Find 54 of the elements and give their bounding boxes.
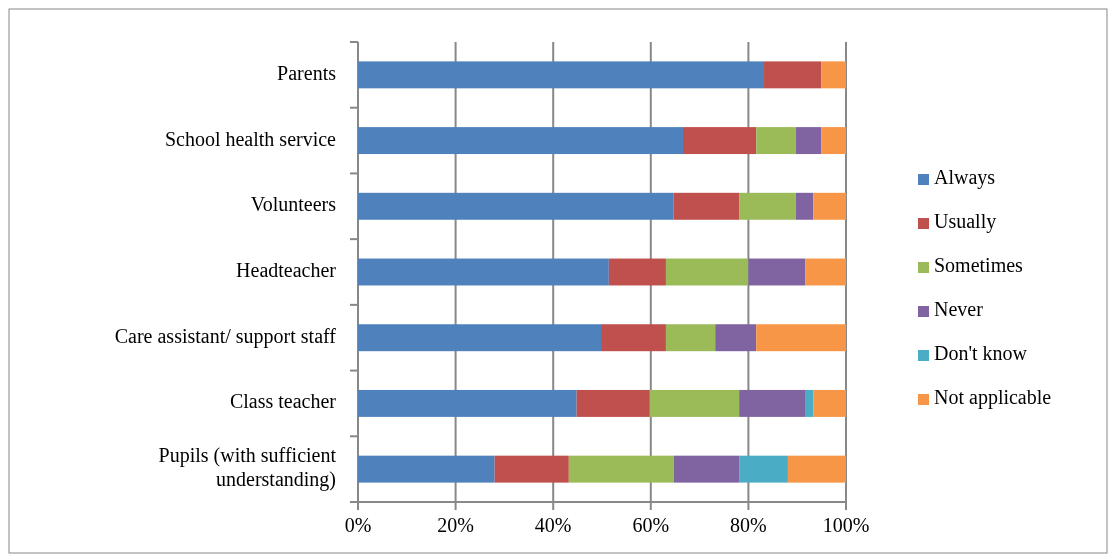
bar	[665, 258, 749, 286]
bar	[358, 389, 577, 417]
bar	[576, 389, 650, 417]
bar	[813, 389, 846, 417]
bar	[821, 127, 846, 155]
bar	[795, 127, 822, 155]
bar	[821, 61, 846, 89]
bar	[739, 192, 796, 220]
bar	[568, 455, 674, 483]
legend-label: Sometimes	[934, 253, 1024, 276]
bar	[494, 455, 569, 483]
y-tick-label: Care assistant/ support staff	[114, 324, 337, 348]
x-tick-label: 100%	[822, 514, 870, 536]
bar	[358, 61, 765, 89]
bar	[787, 455, 846, 483]
y-tick-label: Headteacher	[236, 258, 337, 281]
bar	[715, 324, 757, 352]
bar	[673, 192, 740, 220]
bar	[358, 127, 684, 155]
x-tick-label: 40%	[534, 514, 572, 536]
legend-label: Don't know	[934, 341, 1028, 364]
bar	[739, 389, 806, 417]
y-tick-label: Pupils (with sufficient understanding)	[158, 443, 337, 491]
bar	[358, 324, 602, 352]
bar	[358, 258, 609, 286]
bar	[665, 324, 716, 352]
bar	[601, 324, 666, 352]
bar	[756, 127, 796, 155]
legend-label: Never	[934, 297, 984, 320]
legend-label: Not applicable	[934, 385, 1052, 409]
bar	[813, 192, 846, 220]
x-tick-label: 20%	[437, 514, 474, 536]
bar	[683, 127, 757, 155]
bar	[673, 455, 740, 483]
bar	[764, 61, 822, 89]
bar	[358, 192, 674, 220]
bar	[748, 258, 806, 286]
bar	[739, 455, 788, 483]
bar	[358, 455, 495, 483]
x-tick-label: 60%	[632, 514, 670, 536]
y-tick-label: Volunteers	[250, 192, 337, 215]
bar	[608, 258, 666, 286]
bar	[795, 192, 814, 220]
x-tick-label: 0%	[344, 514, 372, 536]
y-tick-label: Class teacher	[229, 390, 337, 413]
bar	[756, 324, 846, 352]
y-tick-label: School health service	[164, 127, 337, 150]
y-tick-label: Parents	[277, 61, 337, 84]
bar	[649, 389, 740, 417]
legend-label: Usually	[934, 209, 997, 233]
bar	[805, 258, 846, 286]
x-tick-label: 80%	[730, 514, 767, 536]
bar	[805, 389, 814, 417]
legend-label: Always	[934, 165, 996, 189]
